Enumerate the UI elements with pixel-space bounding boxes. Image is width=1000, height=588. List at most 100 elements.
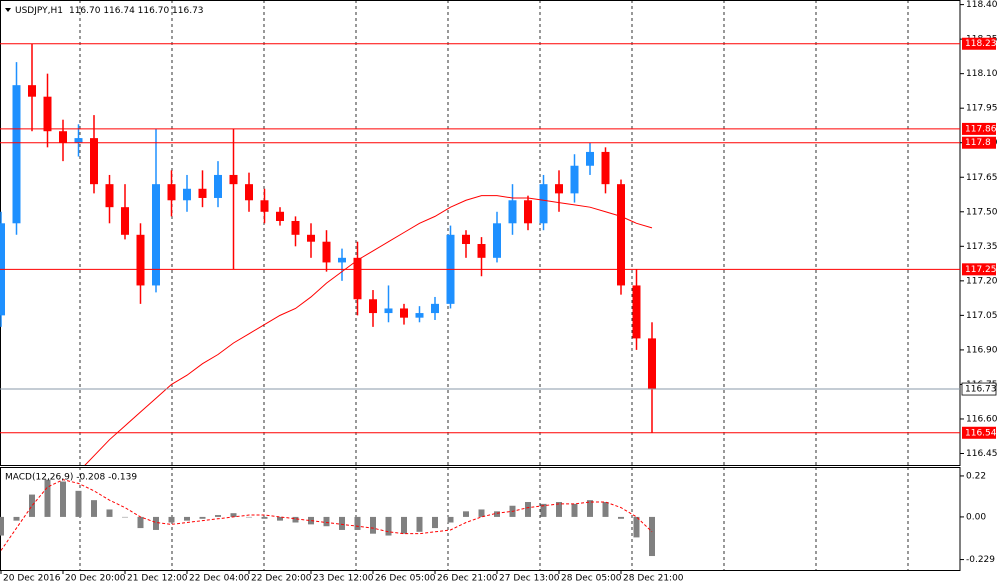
candle-body [570, 165, 579, 194]
macd-bar [91, 500, 97, 517]
macd-bar [370, 516, 376, 534]
candle-body [59, 131, 67, 143]
macd-bar [168, 516, 175, 523]
macd-bar [323, 516, 330, 527]
candle-body [524, 200, 532, 224]
y-tick-label: 0.00 [966, 512, 986, 522]
moving-average-line [84, 195, 653, 465]
macd-bar [75, 490, 82, 517]
macd-bar [649, 516, 655, 557]
candle-body [431, 303, 439, 314]
x-tick-label: 23 Dec 12:00 [313, 574, 374, 584]
level-label-box [962, 37, 996, 50]
macd-bar [215, 515, 221, 517]
y-tick-label: 116.60 [966, 414, 998, 424]
macd-bar [13, 516, 20, 521]
macd-bar [277, 516, 283, 521]
macd-bar [292, 516, 299, 523]
level-label: 117.25 [965, 265, 997, 275]
x-tick-label: 22 Dec 04:00 [189, 574, 250, 584]
y-tick-label: 117.20 [966, 276, 998, 286]
candle-body [462, 234, 470, 245]
chart-title: USDJPY,H1 116.70 116.74 116.70 116.73 [15, 6, 204, 16]
candle-body [245, 184, 253, 201]
macd-bar [571, 503, 578, 517]
candle-body [400, 308, 408, 318]
macd-bar [618, 516, 624, 519]
menu-triangle [5, 8, 11, 12]
candle-body [555, 184, 563, 194]
macd-bar [587, 500, 593, 517]
macd-bar [354, 516, 361, 530]
plot-area [0, 43, 656, 465]
candle-body [291, 220, 300, 235]
candle-body [136, 234, 145, 286]
ohlc-readout: 116.70 116.74 116.70 116.73 [69, 6, 204, 16]
y-tick-label: 117.95 [966, 104, 998, 114]
candle-body [43, 96, 52, 132]
macd-bar [246, 516, 252, 518]
candle-body [74, 138, 83, 143]
y-tick-label: 117.65 [966, 173, 998, 183]
candle-body [214, 174, 222, 198]
candle-body [648, 338, 656, 390]
macd-bar [633, 516, 640, 538]
macd-bar [447, 516, 454, 523]
x-tick-label: 27 Dec 13:00 [499, 574, 560, 584]
macd-bar [153, 516, 159, 530]
y-tick-label: -0.229 [966, 555, 995, 565]
candle-body [121, 207, 129, 235]
x-tick-label: 26 Dec 05:00 [375, 574, 436, 584]
candle-body [276, 211, 284, 221]
candle-body [198, 188, 207, 198]
signal-line [0, 479, 653, 551]
macd-bar [416, 516, 423, 532]
indicator-title: MACD(12,26,9) -0.208 -0.139 [5, 473, 137, 483]
macd-bar [44, 479, 51, 517]
candle-body [353, 257, 362, 300]
last-price-label: 116.73 [965, 385, 997, 395]
x-tick-label: 21 Dec 12:00 [127, 574, 188, 584]
x-tick-label: 28 Dec 21:00 [623, 574, 684, 584]
level-label-box [962, 136, 996, 149]
macd-bar [137, 516, 144, 529]
macd-bar [60, 481, 66, 517]
macd-bar [401, 516, 407, 534]
macd-bar [106, 509, 113, 517]
candle-body [28, 85, 36, 97]
candle-body [508, 200, 517, 224]
candle-body [90, 138, 98, 185]
x-tick-label: 20 Dec 20:00 [65, 574, 126, 584]
candle-body [539, 184, 548, 224]
macd-bar [230, 513, 237, 517]
macd-bar [261, 516, 268, 519]
level-label: 117.8 [965, 138, 991, 148]
level-label: 116.54 [965, 428, 997, 438]
macd-bar [540, 503, 547, 517]
x-tick-label: 26 Dec 21:00 [437, 574, 498, 584]
macd-bar [478, 509, 485, 517]
candle-body [105, 184, 114, 208]
level-label: 117.86 [965, 124, 997, 134]
candle-body [601, 151, 610, 185]
macd-bar [184, 516, 190, 521]
y-tick-label: 118.40 [966, 0, 998, 10]
plot-area [0, 479, 655, 557]
macd-bar [29, 494, 35, 517]
x-tick-label: 28 Dec 05:00 [561, 574, 622, 584]
macd-bar [308, 516, 314, 525]
candle-body [322, 241, 331, 263]
candle-body [260, 200, 269, 212]
level-label-box [962, 263, 996, 276]
candle-body [369, 299, 377, 314]
candle-body [12, 85, 21, 224]
macd-bar [0, 516, 4, 536]
y-tick-label: 117.35 [966, 242, 998, 252]
candle-body [338, 257, 346, 263]
candle-body [384, 308, 393, 314]
y-tick-label: 117.50 [966, 207, 998, 217]
y-tick-label: 116.45 [966, 449, 998, 459]
candle-body [617, 184, 625, 286]
